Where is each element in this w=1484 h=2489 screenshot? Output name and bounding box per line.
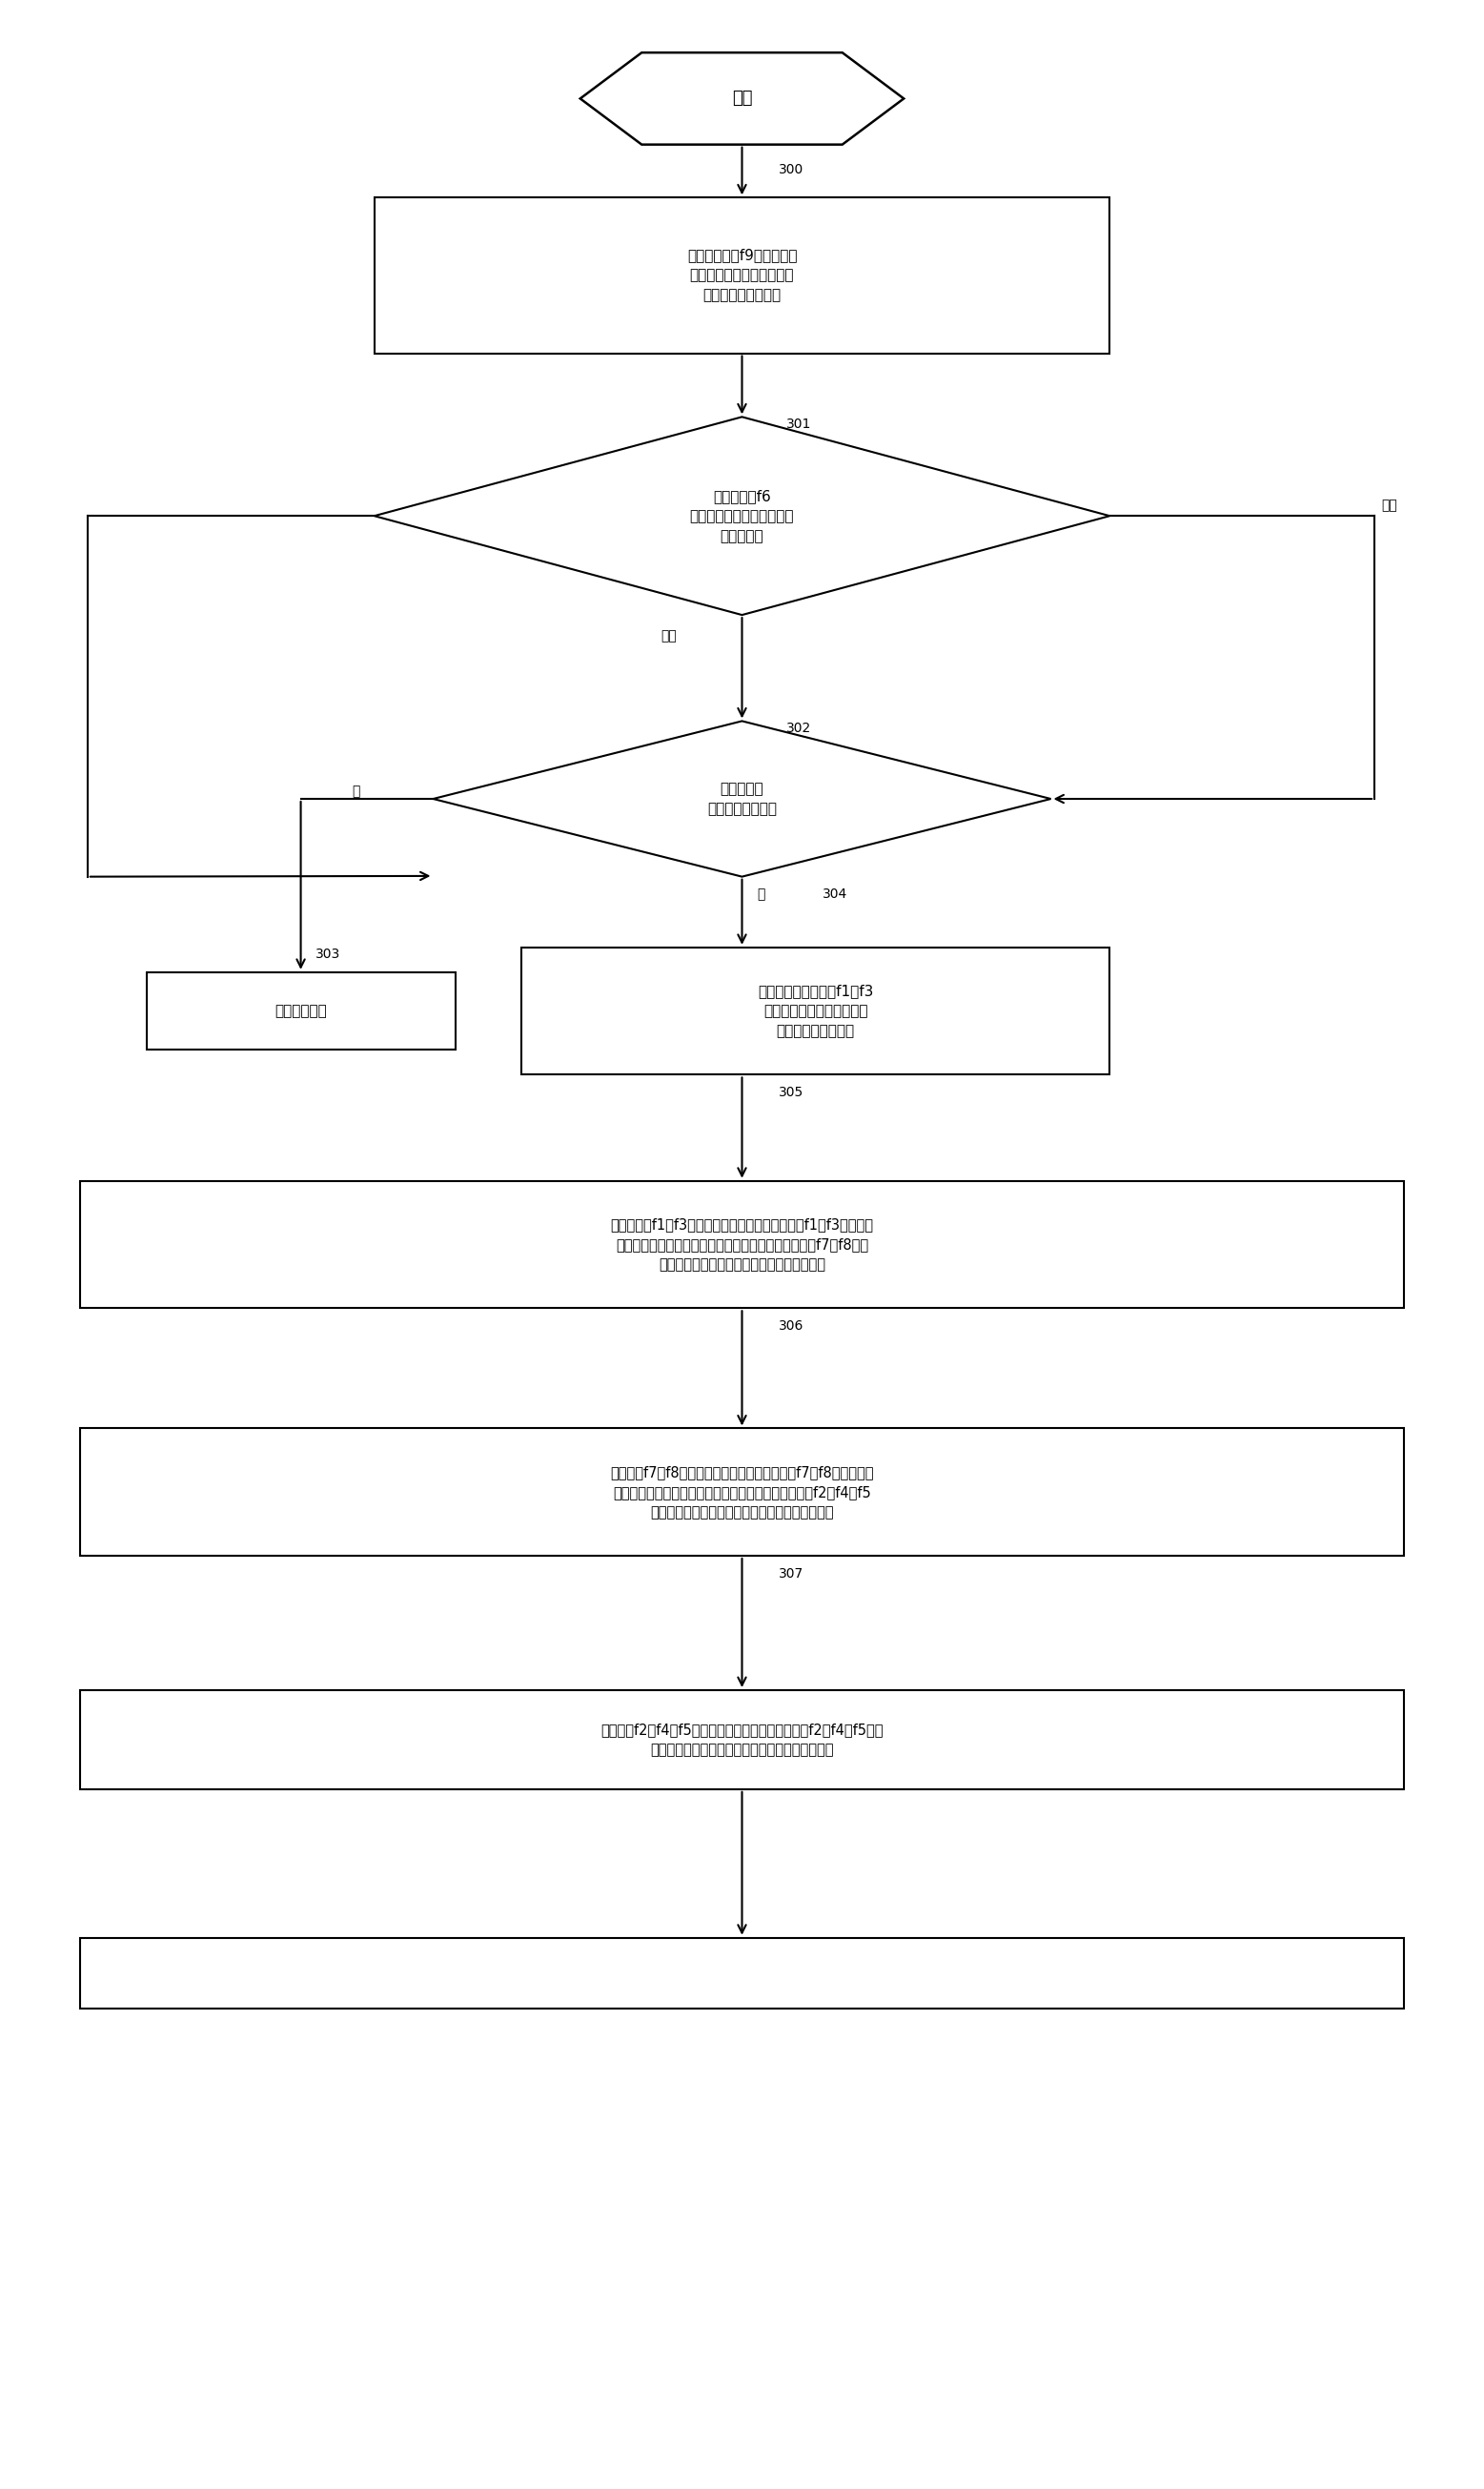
Text: 300: 300: [779, 162, 804, 177]
Text: 开始: 开始: [732, 90, 752, 107]
Text: 终端测量非授权频点f1及f3
的信道质量，选择信道质量
最优的频点进行同步: 终端测量非授权频点f1及f3 的信道质量，选择信道质量 最优的频点进行同步: [758, 983, 874, 1038]
Text: 302: 302: [787, 722, 812, 734]
Text: 若同步到f7及f8的广播信道时都失败，或频点为f7及f8的小区都不
满足驻留条件，则终端测量没有先验信息的非授权频点f2、f4及f5
的信道质量，并选择信道质量: 若同步到f7及f8的广播信道时都失败，或频点为f7及f8的小区都不 满足驻留条件…: [610, 1466, 874, 1518]
Text: 判断该小区
是否满足驻留条件: 判断该小区 是否满足驻留条件: [708, 782, 776, 816]
Text: 驻留到该小区: 驻留到该小区: [275, 1003, 326, 1018]
Bar: [80, 1180, 1404, 1309]
Text: 305: 305: [779, 1085, 804, 1100]
Text: 若在同步到f1及f3的广播信道时都失败，或频点为f1及f3的小区都
不满足驻留条件，则终端测量没有先验信息的授权频点f7及f8的信
道质量，并选择信道质量最优的: 若在同步到f1及f3的广播信道时都失败，或频点为f1及f3的小区都 不满足驻留条…: [610, 1217, 874, 1272]
Bar: [521, 948, 1110, 1075]
Text: 303: 303: [316, 948, 340, 961]
Text: 终端通过载波f9对应的信道
向数据库服务器发送访问请
求，以获取频点信息: 终端通过载波f9对应的信道 向数据库服务器发送访问请 求，以获取频点信息: [687, 249, 797, 304]
Bar: [147, 973, 456, 1050]
Text: 否: 否: [757, 889, 764, 901]
Bar: [374, 197, 1110, 353]
Bar: [80, 1690, 1404, 1790]
Text: 301: 301: [787, 418, 812, 431]
Text: 尝试同步到f6
中信号强度最大的小区的公
共控制信道: 尝试同步到f6 中信号强度最大的小区的公 共控制信道: [690, 488, 794, 543]
Text: 成功: 成功: [660, 630, 677, 642]
Text: 307: 307: [779, 1566, 804, 1581]
Text: 失败: 失败: [1382, 498, 1398, 513]
Text: 306: 306: [779, 1319, 804, 1332]
Text: 304: 304: [824, 889, 847, 901]
Text: 是: 是: [352, 784, 361, 799]
Bar: [80, 1939, 1404, 2009]
Bar: [80, 1429, 1404, 1556]
Text: 若同步到f2、f4及f5的广播信道时都失败，或频点为f2、f4及f5的小
区都不满足驻留条件，则终端等待一段设定的时间: 若同步到f2、f4及f5的广播信道时都失败，或频点为f2、f4及f5的小 区都不…: [601, 1722, 883, 1757]
